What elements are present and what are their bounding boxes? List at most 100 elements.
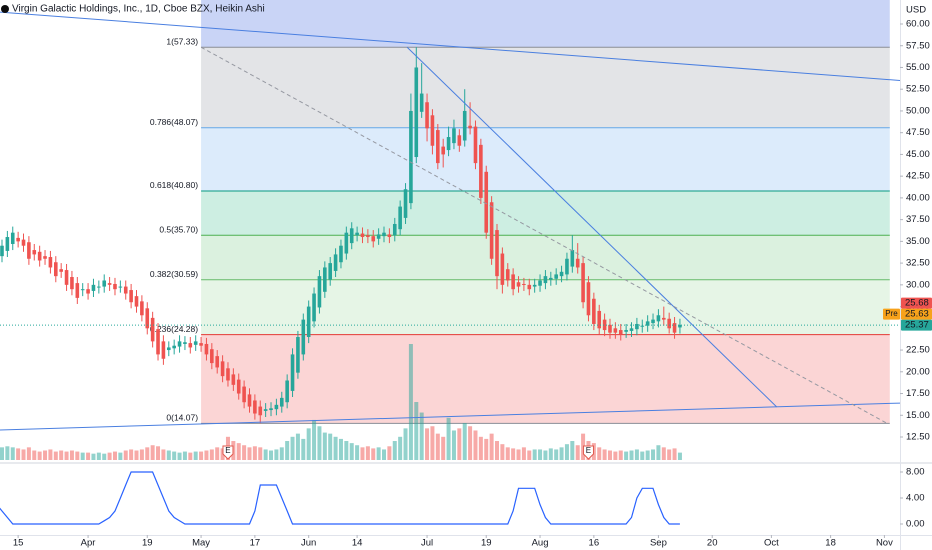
- x-tick-label: Aug: [532, 538, 549, 549]
- candle-body: [629, 328, 634, 331]
- candle-body: [279, 397, 284, 407]
- x-tick-label: 14: [352, 538, 363, 549]
- earnings-marker: [222, 445, 234, 460]
- candle-body: [253, 400, 257, 414]
- volume-bar: [75, 451, 80, 460]
- candle-body: [215, 356, 220, 368]
- volume-bar: [279, 447, 284, 460]
- volume-bar: [166, 450, 171, 460]
- candle-body: [543, 276, 548, 284]
- candle-body: [48, 257, 53, 268]
- candle-body: [392, 223, 397, 236]
- volume-bar: [312, 419, 317, 460]
- candle-body: [53, 262, 58, 277]
- volume-bar: [86, 452, 91, 460]
- volume-bar: [398, 436, 403, 460]
- candle-body: [59, 269, 63, 272]
- candle-body: [479, 144, 483, 198]
- candle-body: [328, 263, 333, 280]
- candle-body: [441, 146, 445, 155]
- candle-body: [193, 341, 198, 345]
- candle-body: [661, 317, 666, 320]
- volume-bar: [123, 450, 128, 460]
- candle-body: [511, 274, 515, 290]
- volume-bar: [382, 449, 387, 460]
- candle-body: [532, 284, 537, 287]
- candle-body: [522, 283, 526, 285]
- volume-bar: [473, 430, 478, 460]
- candle-body: [527, 284, 532, 290]
- volume-bar: [355, 445, 360, 460]
- earnings-marker: [582, 445, 594, 460]
- candle-body: [355, 232, 359, 236]
- candle-body: [500, 253, 505, 285]
- volume-bar: [494, 441, 499, 460]
- volume-bar: [613, 451, 618, 460]
- candle-body: [27, 242, 31, 259]
- volume-bar: [527, 450, 532, 460]
- candle-body: [349, 228, 354, 244]
- volume-bar: [435, 433, 440, 460]
- candle-body: [166, 347, 171, 351]
- candle-body: [37, 251, 42, 261]
- volume-bar: [16, 448, 21, 460]
- candle-body: [140, 301, 144, 316]
- candle-body: [403, 189, 408, 218]
- volume-bar: [37, 451, 42, 460]
- volume-bar: [564, 444, 569, 460]
- candle-body: [156, 329, 160, 355]
- volume-bar: [521, 447, 526, 460]
- volume-bar: [199, 451, 204, 460]
- volume-bar: [139, 449, 144, 460]
- fib-level-label: 1(57.33): [166, 36, 198, 46]
- volume-bar: [26, 447, 31, 460]
- candle-body: [134, 296, 139, 307]
- candle-body: [468, 125, 472, 129]
- x-tick-label: 19: [481, 538, 492, 549]
- candle-body: [516, 282, 521, 287]
- volume-bar: [258, 447, 263, 460]
- volume-bar: [338, 438, 343, 460]
- candle-body: [199, 343, 203, 346]
- volume-bar: [548, 448, 553, 460]
- candle-body: [419, 93, 424, 112]
- y-tick-label: 20.00: [906, 366, 930, 377]
- candle-body: [549, 277, 553, 280]
- candle-body: [312, 293, 316, 322]
- candle-body: [21, 239, 26, 246]
- volume-bar: [161, 449, 166, 460]
- candle-body: [301, 319, 306, 355]
- candle-body: [150, 317, 155, 342]
- candle-body: [473, 126, 478, 164]
- volume-bar: [618, 450, 623, 460]
- y-tick-label: 47.50: [906, 127, 930, 138]
- candle-body: [436, 130, 440, 164]
- candle-body: [177, 341, 182, 347]
- candle-body: [113, 283, 117, 290]
- volume-bar: [242, 445, 247, 460]
- volume-bar: [215, 447, 220, 460]
- price-badge: [901, 319, 932, 331]
- candle-body: [344, 232, 349, 254]
- x-tick-label: Oct: [764, 538, 779, 549]
- candle-body: [317, 276, 322, 308]
- candle-body: [75, 283, 80, 298]
- volume-bar: [629, 450, 634, 460]
- fib-zone: [201, 127, 890, 191]
- volume-bar: [204, 450, 209, 460]
- x-tick-label: Sep: [650, 538, 667, 549]
- candle-body: [366, 235, 370, 238]
- y2-tick-label: 0.00: [906, 519, 925, 530]
- candle-body: [226, 368, 230, 381]
- candle-body: [618, 330, 623, 335]
- fib-level-label: 0.786(48.07): [150, 117, 198, 127]
- price-badge-label: 25.63: [905, 309, 929, 320]
- candle-body: [296, 337, 300, 373]
- volume-bar: [306, 428, 311, 460]
- candle-body: [236, 379, 241, 394]
- oscillator-line: [0, 471, 680, 525]
- chart-title: Virgin Galactic Holdings, Inc., 1D, Cboe…: [12, 4, 265, 15]
- y-tick-label: 45.00: [906, 149, 930, 160]
